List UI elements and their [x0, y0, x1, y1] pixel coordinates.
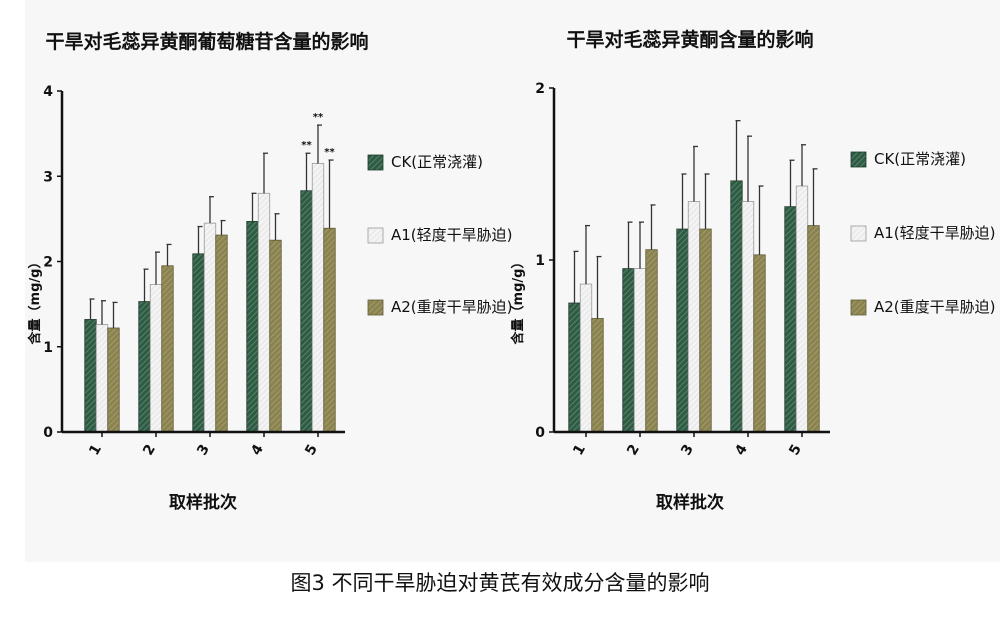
x-tick-label: 2	[624, 442, 643, 458]
legend-swatch-a1	[850, 225, 867, 242]
bar-a1-batch-2	[149, 284, 163, 433]
x-tick-label: 3	[678, 442, 697, 458]
bar-a1-batch-5	[311, 163, 325, 433]
figure-caption: 图3 不同干旱胁迫对黄芪有效成分含量的影响	[290, 571, 710, 595]
figure-svg: 干旱对毛蕊异黄酮葡萄糖苷含量的影响 ** ** ** 0 1 2 3 4 1 2 3 4 5 取样批次 含量（…	[27, 28, 996, 513]
x-tick-label: 3	[194, 442, 213, 458]
bar-a2-batch-5	[323, 227, 336, 433]
bar-ck-batch-4	[246, 221, 259, 433]
bar-ck-batch-5	[300, 190, 313, 433]
bar-a1-batch-4	[741, 201, 755, 433]
bar-a2-batch-4	[269, 239, 282, 433]
y-tick-label: 3	[43, 169, 53, 185]
y-tick-label: 1	[535, 253, 545, 269]
chart-title: 干旱对毛蕊异黄酮含量的影响	[566, 28, 813, 51]
y-tick-label: 0	[535, 425, 545, 441]
bar-a1-batch-2	[633, 268, 647, 433]
bar-a1-batch-3	[203, 222, 217, 433]
bar-a2-batch-2	[645, 249, 658, 433]
bar-ck-batch-2	[138, 301, 151, 433]
legend-label: A1(轻度干旱胁迫)	[391, 226, 513, 244]
x-tick-label: 1	[570, 442, 589, 458]
y-tick-label: 1	[43, 340, 53, 356]
chart-1: 干旱对毛蕊异黄酮葡萄糖苷含量的影响 ** ** ** 0 1 2 3 4 1 2 3 4 5 取样批次 含量（…	[27, 30, 513, 513]
y-tick-label: 0	[43, 425, 53, 441]
significance-mark: **	[301, 140, 312, 151]
y-tick-label: 2	[43, 255, 53, 271]
legend-swatch-a2	[367, 299, 384, 316]
x-tick-label: 1	[86, 442, 105, 458]
y-tick-label: 2	[535, 81, 545, 97]
chart-2: 干旱对毛蕊异黄酮含量的影响 0 1 2 1 2 3 4 5 取样批次 含量（mg/g） CK(正常浇灌…	[510, 28, 996, 513]
legend-label: CK(正常浇灌)	[874, 150, 966, 168]
bar-ck-batch-2	[622, 268, 635, 433]
legend-swatch-a1	[367, 227, 384, 244]
x-tick-label: 5	[786, 442, 805, 458]
bar-a2-batch-3	[215, 234, 228, 433]
bar-a1-batch-3	[687, 201, 701, 433]
x-tick-label: 5	[302, 442, 321, 458]
bar-a1-batch-1	[95, 324, 109, 433]
legend-label: A2(重度干旱胁迫)	[874, 298, 996, 316]
bar-a2-batch-1	[591, 318, 604, 433]
y-axis-label: 含量（mg/g）	[27, 256, 43, 346]
bar-ck-batch-5	[784, 206, 797, 433]
y-tick-label: 4	[43, 84, 53, 100]
bar-a2-batch-5	[807, 225, 820, 433]
bar-a2-batch-4	[753, 254, 766, 433]
legend-swatch-ck	[367, 154, 384, 171]
bar-ck-batch-1	[84, 319, 97, 433]
bar-a2-batch-3	[699, 228, 712, 433]
bar-a1-batch-4	[257, 192, 271, 433]
legend-label: A1(轻度干旱胁迫)	[874, 224, 996, 242]
significance-mark: **	[313, 112, 324, 123]
bar-a1-batch-1	[579, 283, 593, 433]
x-axis-label: 取样批次	[169, 492, 237, 513]
significance-mark: **	[324, 147, 335, 158]
bar-a2-batch-2	[161, 265, 174, 433]
bar-ck-batch-4	[730, 180, 743, 433]
legend-swatch-ck	[850, 151, 867, 168]
x-tick-label: 4	[732, 442, 751, 459]
x-tick-label: 2	[140, 442, 159, 458]
bar-ck-batch-1	[568, 302, 581, 433]
bar-a1-batch-5	[795, 185, 809, 433]
legend-label: CK(正常浇灌)	[391, 153, 483, 171]
figure-panel: 干旱对毛蕊异黄酮葡萄糖苷含量的影响 ** ** ** 0 1 2 3 4 1 2 3 4 5 取样批次 含量（…	[25, 0, 1000, 562]
x-axis-label: 取样批次	[656, 492, 724, 513]
x-tick-label: 4	[248, 442, 267, 459]
bar-ck-batch-3	[676, 228, 689, 433]
legend-swatch-a2	[850, 299, 867, 316]
chart-title: 干旱对毛蕊异黄酮葡萄糖苷含量的影响	[45, 30, 368, 53]
bar-ck-batch-3	[192, 253, 205, 433]
legend-label: A2(重度干旱胁迫)	[391, 298, 513, 316]
y-axis-label: 含量（mg/g）	[510, 256, 526, 346]
bar-a2-batch-1	[107, 327, 120, 433]
